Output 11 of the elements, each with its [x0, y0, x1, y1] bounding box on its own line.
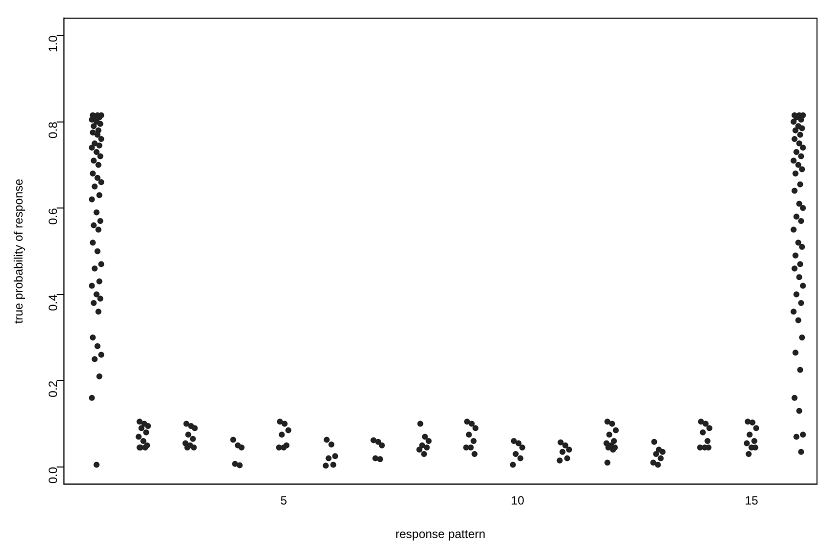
y-tick-label: 0.6 [46, 208, 60, 225]
y-tick-label: 0.8 [46, 121, 60, 138]
y-axis-title: true probability of response [12, 178, 26, 324]
y-tick-label: 0.0 [46, 466, 60, 484]
x-axis-title: response pattern [395, 527, 486, 542]
x-tick-label: 15 [744, 494, 758, 508]
x-tick-label: 10 [510, 494, 525, 508]
y-tick-label: 0.4 [46, 294, 60, 312]
x-tick-label: 5 [280, 494, 288, 508]
y-tick-label: 1.0 [46, 35, 60, 52]
y-tick-label: 0.2 [46, 380, 60, 398]
